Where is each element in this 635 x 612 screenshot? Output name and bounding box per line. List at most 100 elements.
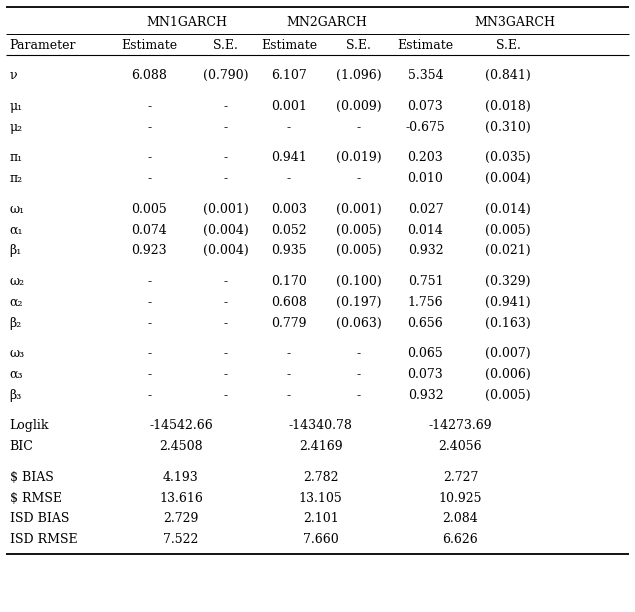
Text: 0.656: 0.656 xyxy=(408,316,443,330)
Text: 0.751: 0.751 xyxy=(408,275,443,288)
Text: (0.005): (0.005) xyxy=(336,244,382,258)
Text: -14542.66: -14542.66 xyxy=(149,419,213,433)
Text: 0.932: 0.932 xyxy=(408,389,443,402)
Text: β₂: β₂ xyxy=(10,316,22,330)
Text: -: - xyxy=(224,316,227,330)
Text: α₂: α₂ xyxy=(10,296,23,309)
Text: S.E.: S.E. xyxy=(495,39,521,52)
Text: 1.756: 1.756 xyxy=(408,296,443,309)
Text: (1.096): (1.096) xyxy=(336,69,382,83)
Text: 2.4169: 2.4169 xyxy=(299,440,342,453)
Text: -14273.69: -14273.69 xyxy=(429,419,492,433)
Text: $ RMSE: $ RMSE xyxy=(10,491,62,505)
Text: 0.932: 0.932 xyxy=(408,244,443,258)
Text: BIC: BIC xyxy=(10,440,34,453)
Text: -: - xyxy=(224,347,227,360)
Text: -: - xyxy=(224,100,227,113)
Text: -: - xyxy=(147,296,151,309)
Text: 2.4056: 2.4056 xyxy=(439,440,482,453)
Text: 6.107: 6.107 xyxy=(271,69,307,83)
Text: (0.021): (0.021) xyxy=(485,244,531,258)
Text: π₂: π₂ xyxy=(10,172,23,185)
Text: Estimate: Estimate xyxy=(121,39,177,52)
Text: ISD RMSE: ISD RMSE xyxy=(10,533,77,547)
Text: -: - xyxy=(147,100,151,113)
Text: 7.522: 7.522 xyxy=(163,533,199,547)
Text: 0.073: 0.073 xyxy=(408,368,443,381)
Text: S.E.: S.E. xyxy=(213,39,238,52)
Text: μ₂: μ₂ xyxy=(10,121,23,134)
Text: -: - xyxy=(287,368,291,381)
Text: (0.063): (0.063) xyxy=(336,316,382,330)
Text: -: - xyxy=(357,121,361,134)
Text: 13.105: 13.105 xyxy=(299,491,342,505)
Text: (0.006): (0.006) xyxy=(485,368,531,381)
Text: (0.310): (0.310) xyxy=(485,121,531,134)
Text: 0.005: 0.005 xyxy=(131,203,167,216)
Text: 0.779: 0.779 xyxy=(271,316,307,330)
Text: 0.608: 0.608 xyxy=(271,296,307,309)
Text: ω₂: ω₂ xyxy=(10,275,25,288)
Text: -: - xyxy=(357,389,361,402)
Text: -: - xyxy=(287,347,291,360)
Text: (0.001): (0.001) xyxy=(203,203,248,216)
Text: (0.035): (0.035) xyxy=(485,151,531,165)
Text: α₁: α₁ xyxy=(10,223,23,237)
Text: 2.4508: 2.4508 xyxy=(159,440,203,453)
Text: ISD BIAS: ISD BIAS xyxy=(10,512,69,526)
Text: -: - xyxy=(357,172,361,185)
Text: 2.782: 2.782 xyxy=(303,471,338,484)
Text: -: - xyxy=(224,368,227,381)
Text: (0.004): (0.004) xyxy=(203,244,248,258)
Text: 2.101: 2.101 xyxy=(303,512,338,526)
Text: -: - xyxy=(147,275,151,288)
Text: μ₁: μ₁ xyxy=(10,100,23,113)
Text: -: - xyxy=(224,121,227,134)
Text: (0.007): (0.007) xyxy=(485,347,531,360)
Text: -: - xyxy=(287,172,291,185)
Text: 0.010: 0.010 xyxy=(408,172,443,185)
Text: Estimate: Estimate xyxy=(261,39,317,52)
Text: 6.088: 6.088 xyxy=(131,69,167,83)
Text: ω₁: ω₁ xyxy=(10,203,25,216)
Text: Parameter: Parameter xyxy=(10,39,76,52)
Text: 6.626: 6.626 xyxy=(443,533,478,547)
Text: -: - xyxy=(224,389,227,402)
Text: -: - xyxy=(147,121,151,134)
Text: π₁: π₁ xyxy=(10,151,23,165)
Text: -: - xyxy=(147,347,151,360)
Text: -: - xyxy=(147,172,151,185)
Text: 0.027: 0.027 xyxy=(408,203,443,216)
Text: 0.052: 0.052 xyxy=(271,223,307,237)
Text: (0.005): (0.005) xyxy=(485,389,531,402)
Text: -: - xyxy=(147,389,151,402)
Text: (0.163): (0.163) xyxy=(485,316,531,330)
Text: 7.660: 7.660 xyxy=(303,533,338,547)
Text: Loglik: Loglik xyxy=(10,419,49,433)
Text: 0.941: 0.941 xyxy=(271,151,307,165)
Text: (0.018): (0.018) xyxy=(485,100,531,113)
Text: ω₃: ω₃ xyxy=(10,347,25,360)
Text: (0.019): (0.019) xyxy=(336,151,382,165)
Text: -: - xyxy=(357,347,361,360)
Text: -: - xyxy=(147,151,151,165)
Text: 0.170: 0.170 xyxy=(271,275,307,288)
Text: MN2GARCH: MN2GARCH xyxy=(286,15,368,29)
Text: -: - xyxy=(224,172,227,185)
Text: -0.675: -0.675 xyxy=(406,121,445,134)
Text: -: - xyxy=(224,296,227,309)
Text: 2.729: 2.729 xyxy=(163,512,199,526)
Text: (0.009): (0.009) xyxy=(336,100,382,113)
Text: -14340.78: -14340.78 xyxy=(289,419,352,433)
Text: ν: ν xyxy=(10,69,17,83)
Text: -: - xyxy=(147,316,151,330)
Text: (0.005): (0.005) xyxy=(336,223,382,237)
Text: -: - xyxy=(287,389,291,402)
Text: 0.074: 0.074 xyxy=(131,223,167,237)
Text: (0.004): (0.004) xyxy=(203,223,248,237)
Text: β₃: β₃ xyxy=(10,389,22,402)
Text: β₁: β₁ xyxy=(10,244,22,258)
Text: (0.005): (0.005) xyxy=(485,223,531,237)
Text: 0.073: 0.073 xyxy=(408,100,443,113)
Text: 4.193: 4.193 xyxy=(163,471,199,484)
